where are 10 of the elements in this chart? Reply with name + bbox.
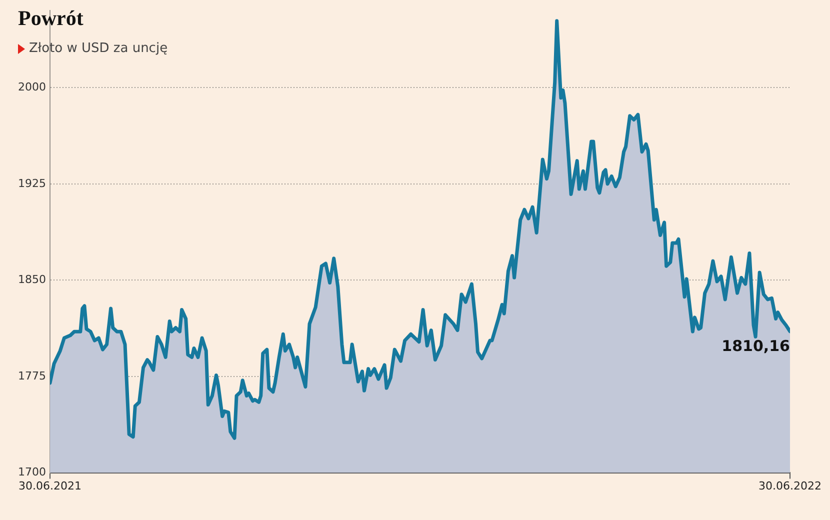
y-tick-label: 1700 — [18, 466, 46, 479]
y-tick-label: 2000 — [18, 80, 46, 94]
x-tick-label: 30.06.2021 — [18, 479, 82, 492]
y-tick-label: 1775 — [18, 369, 46, 382]
chart-title: Powrót — [18, 6, 84, 31]
text: Złoto w USD za uncję — [29, 41, 168, 56]
y-tick-label: 1850 — [18, 273, 46, 286]
data-label: 1810,16 — [722, 336, 790, 355]
x-tick-label: 30.06.2022 — [758, 479, 822, 492]
y-tick-label: 1925 — [18, 176, 46, 190]
